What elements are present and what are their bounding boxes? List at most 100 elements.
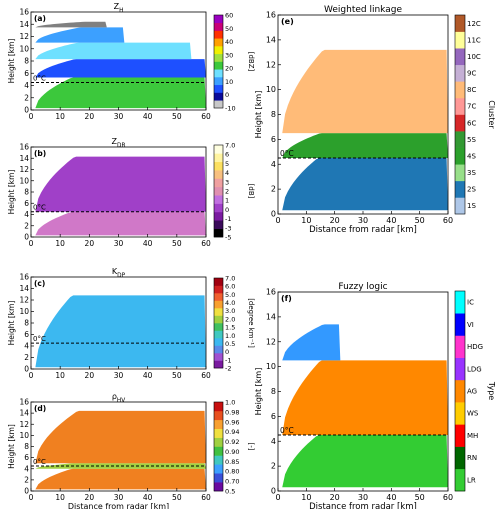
y-tick-label: 4 — [24, 342, 29, 351]
colorbar-tick-label: 2.0 — [225, 315, 235, 323]
colorbar: -2-100.51.01.52.03.04.05.06.07.0 [degree … — [213, 275, 255, 373]
colorbar-segment — [455, 313, 465, 336]
y-tick-label: 14 — [19, 284, 29, 293]
colorbar-tick-label: 20 — [225, 65, 233, 73]
colorbar-unit: [degree km⁻¹] — [247, 298, 255, 348]
colorbar-segment — [214, 170, 223, 179]
x-tick-label: 40 — [386, 493, 396, 502]
colorbar-unit: Type — [487, 381, 496, 400]
panel-f: 0°C 0 10 20 30 40 50 60 0 2 4 6 8 10 12 14 16 Height [km]… — [254, 282, 496, 509]
y-tick-label: 10 — [266, 362, 276, 371]
y-axis-label: Height [km] — [254, 91, 263, 139]
colorbar-tick-label: 0.92 — [225, 438, 239, 446]
x-tick-label: 50 — [172, 371, 182, 380]
x-tick-label: 40 — [143, 112, 153, 121]
data-layers — [35, 156, 206, 236]
x-tick-label: 50 — [172, 112, 182, 121]
x-tick-label: 20 — [330, 216, 340, 225]
colorbar-tick-label: AG — [467, 388, 477, 396]
y-tick-label: 14 — [19, 154, 29, 163]
colorbar-unit: [dBZ] — [247, 52, 255, 72]
freezing-level-label: 0°C — [33, 335, 46, 343]
x-axis-label: Distance from radar [km] — [309, 502, 417, 509]
y-tick-label: 2 — [24, 353, 29, 362]
colorbar-tick-label: 0.96 — [225, 418, 239, 426]
x-tick-label: 10 — [301, 216, 311, 225]
x-axis-label: Distance from radar [km] — [68, 502, 169, 509]
data-layers — [35, 21, 206, 109]
colorbar-segment — [455, 131, 465, 148]
y-tick-label: 0 — [24, 487, 29, 496]
colorbar-tick-label: 8C — [467, 86, 476, 94]
y-tick-label: 16 — [19, 8, 29, 17]
echo-layer — [282, 324, 341, 361]
x-tick-label: 10 — [55, 493, 65, 502]
colorbar-segment — [214, 84, 223, 93]
y-tick-label: 0 — [24, 365, 29, 374]
x-tick-label: 0 — [29, 493, 34, 502]
colorbar-tick-label: 2S — [467, 186, 476, 194]
x-tick-label: 20 — [330, 493, 340, 502]
echo-layer — [282, 133, 448, 159]
x-tick-label: 20 — [85, 112, 95, 121]
colorbar-segment — [214, 446, 223, 456]
colorbar-segment — [455, 291, 465, 314]
colorbar-segment — [214, 419, 223, 429]
colorbar-tick-label: VI — [467, 321, 474, 329]
colorbar-segment — [214, 410, 223, 421]
colorbar-tick-label: 50 — [225, 25, 233, 33]
echo-layer — [35, 211, 206, 236]
y-tick-label: 10 — [19, 176, 29, 185]
colorbar-tick-label: 0.85 — [225, 458, 239, 466]
colorbar-tick-label: -1 — [225, 356, 231, 364]
colorbar-segment — [214, 61, 223, 70]
colorbar-tick-label: 6 — [225, 151, 229, 159]
y-tick-label: 6 — [271, 135, 276, 144]
colorbar-tick-label: 3.0 — [225, 307, 235, 315]
colorbar-tick-label: 11C — [467, 36, 481, 44]
y-tick-label: 12 — [19, 420, 29, 429]
colorbar-segment — [214, 300, 223, 309]
colorbar-segment — [455, 64, 465, 82]
colorbar-segment — [455, 81, 465, 99]
x-tick-label: 50 — [415, 216, 425, 225]
echo-layer — [282, 435, 448, 488]
x-tick-label: 30 — [114, 239, 124, 248]
colorbar-frame — [213, 401, 224, 492]
colorbar-frame — [213, 277, 224, 369]
colorbar-segment — [214, 308, 223, 316]
colorbar-segment — [214, 145, 223, 154]
y-axis-label: Height [km] — [7, 301, 16, 346]
colorbar-segment — [214, 211, 223, 221]
colorbar-tick-label: 5S — [467, 136, 476, 144]
y-tick-label: 6 — [24, 199, 29, 208]
y-tick-label: 12 — [266, 60, 276, 69]
y-tick-label: 4 — [271, 437, 276, 446]
colorbar: LR RN MH WS AG LDG HDG VI IC Type — [454, 290, 496, 492]
y-axis-label: Height [km] — [7, 39, 16, 84]
colorbar-tick-label: 60 — [225, 12, 233, 20]
x-tick-label: 0 — [29, 371, 34, 380]
y-tick-label: 0 — [24, 233, 29, 242]
y-tick-label: 16 — [19, 143, 29, 152]
colorbar-tick-label: 0.98 — [225, 408, 239, 416]
colorbar-frame — [454, 290, 466, 492]
colorbar-tick-label: 0.80 — [225, 468, 239, 476]
colorbar-tick-label: 4S — [467, 152, 476, 160]
colorbar-segment — [214, 464, 223, 474]
colorbar-segment — [214, 186, 223, 196]
y-tick-label: 4 — [24, 210, 29, 219]
y-axis-label: Height [km] — [254, 368, 263, 416]
freezing-level-label: 0°C — [33, 458, 46, 466]
colorbar-segment — [214, 195, 223, 204]
y-tick-label: 10 — [19, 307, 29, 316]
x-tick-label: 10 — [55, 112, 65, 121]
colorbar: -10 0 10 20 30 40 50 60 [dBZ] — [213, 12, 255, 113]
colorbar-tick-label: 10C — [467, 53, 481, 61]
panel-letter: (b) — [34, 149, 46, 158]
colorbar-segment — [214, 153, 223, 163]
colorbar-segment — [214, 22, 223, 31]
colorbar-tick-label: LDG — [467, 365, 482, 373]
